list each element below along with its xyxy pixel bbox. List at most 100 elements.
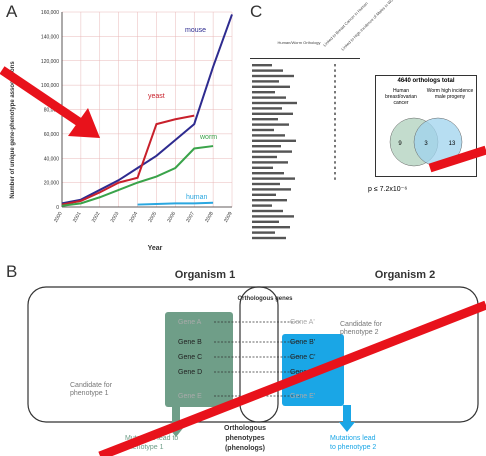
gene-row [252, 226, 290, 229]
gene-row-mark [334, 80, 336, 83]
series-label-worm: worm [199, 134, 217, 141]
orth-pheno-label-2: phenotypes [225, 435, 264, 442]
gene-label: Gene D' [290, 369, 315, 376]
y-tick-label: 80,000 [44, 108, 60, 114]
gene-row [252, 209, 283, 213]
gene-row [252, 101, 297, 105]
orthology-header: Human/Worm Orthology [277, 40, 321, 45]
x-tick-label: 2001 [72, 211, 83, 224]
organism-1-label: Organism 1 [175, 269, 236, 281]
gene-row-mark [334, 101, 336, 105]
gene-row-mark [334, 64, 336, 67]
panel-label-a: A [6, 2, 18, 21]
venn-title: 4640 orthologs total [397, 78, 455, 84]
gene-row-mark [334, 96, 336, 99]
gene-row-mark [334, 91, 336, 94]
gene-row-mark [334, 177, 336, 180]
venn-diagram: 9 3 13 [389, 117, 463, 167]
gene-row [252, 150, 292, 153]
gene-label: Gene E' [290, 393, 315, 400]
gene-row [252, 236, 286, 240]
phenolog-diagram: Organism 1 Organism 2 Orthologous genes … [27, 269, 479, 452]
panel-label-b: B [6, 262, 18, 281]
gene-row [252, 85, 290, 88]
x-tick-label: 2007 [185, 211, 196, 224]
organism-2-box [239, 286, 479, 423]
gene-row-mark [334, 69, 336, 72]
gene-row-mark [334, 145, 336, 148]
gene-row [252, 96, 286, 99]
gene-row [252, 155, 277, 159]
series-line-yeast [61, 114, 195, 206]
x-tick-label: 2006 [166, 211, 177, 224]
orth-pheno-label-1: Orthologous [224, 425, 266, 432]
y-axis-title: Number of unique gene-phenotype associat… [10, 61, 16, 199]
gene-row-mark [334, 155, 336, 159]
organism-2-label: Organism 2 [375, 269, 436, 281]
gene-label: Gene E [178, 393, 202, 400]
orthologous-genes-label: Orthologous genes [237, 296, 293, 302]
mutations-2-label-2: to phenotype 2 [330, 444, 376, 451]
gene-row [252, 112, 293, 115]
x-tick-label: 2000 [53, 211, 64, 224]
gene-row [252, 166, 273, 169]
x-tick-label: 2009 [223, 211, 234, 224]
gene-row [252, 123, 289, 126]
y-tick-label: 100,000 [41, 83, 59, 89]
gene-row [252, 193, 276, 196]
mutations-2-label-1: Mutations lead [330, 435, 376, 442]
gene-row [252, 215, 294, 218]
gene-row [252, 145, 281, 148]
gene-row [252, 172, 284, 175]
y-tick-label: 140,000 [41, 34, 59, 40]
panel-label-c: C [250, 2, 263, 21]
series-label-mouse: mouse [185, 27, 206, 34]
gene-label: Gene D [178, 369, 202, 376]
candidate-1-label-2: phenotype 1 [70, 390, 109, 397]
series-line-worm [61, 145, 214, 207]
gene-row [252, 118, 278, 121]
table-rule [250, 58, 360, 59]
x-tick-label: 2005 [147, 211, 158, 224]
series-label-human: human [186, 194, 208, 201]
gene-row-mark [334, 123, 336, 126]
gene-row [252, 161, 288, 164]
y-tick-label: 20,000 [44, 181, 60, 187]
gene-row [252, 220, 279, 223]
gene-row [252, 91, 275, 94]
gene-row [252, 64, 272, 67]
y-tick-label: 120,000 [41, 59, 59, 65]
gene-row [252, 80, 279, 83]
gene-row-mark [334, 112, 336, 115]
x-tick-label: 2004 [129, 211, 140, 224]
gene-row [252, 69, 283, 72]
gene-row-mark [334, 150, 336, 153]
line-chart: 0 20,000 40,000 60,000 80,000 100,000 120,000 1… [10, 10, 234, 252]
gene-row-mark [334, 161, 336, 164]
gene-row [252, 128, 274, 132]
gene-row [252, 107, 282, 110]
candidate-1-label-1: Candidate for [70, 382, 113, 389]
x-axis-title: Year [148, 245, 163, 252]
gene-row-mark [334, 85, 336, 88]
venn-overlap-count: 3 [424, 141, 428, 147]
panel-c: Human/Worm Orthology Linked to Breast Ca… [250, 0, 486, 260]
y-tick-label: 60,000 [44, 132, 60, 138]
venn-right-count: 13 [449, 141, 456, 147]
y-tick-label: 0 [56, 205, 59, 211]
gene-label: Gene B [178, 339, 202, 346]
gene-row [252, 134, 285, 137]
venn-right-label: Worm high incidence male progeny [426, 88, 474, 100]
gene-row [252, 182, 280, 186]
mutations-1-label-1: Mutations lead to [125, 435, 178, 442]
x-tick-label: 2008 [204, 211, 215, 224]
gene-label: Gene A' [290, 319, 315, 326]
orth-pheno-label-3: (phenologs) [225, 445, 265, 452]
gene-row [252, 188, 291, 191]
gene-row-mark [334, 172, 336, 175]
gene-row-mark [334, 74, 336, 78]
gene-row [252, 139, 296, 142]
gene-label: Gene B' [290, 339, 315, 346]
venn-box: 4640 orthologs total Human breast/ovaria… [375, 75, 477, 177]
series-line-human [137, 201, 214, 206]
